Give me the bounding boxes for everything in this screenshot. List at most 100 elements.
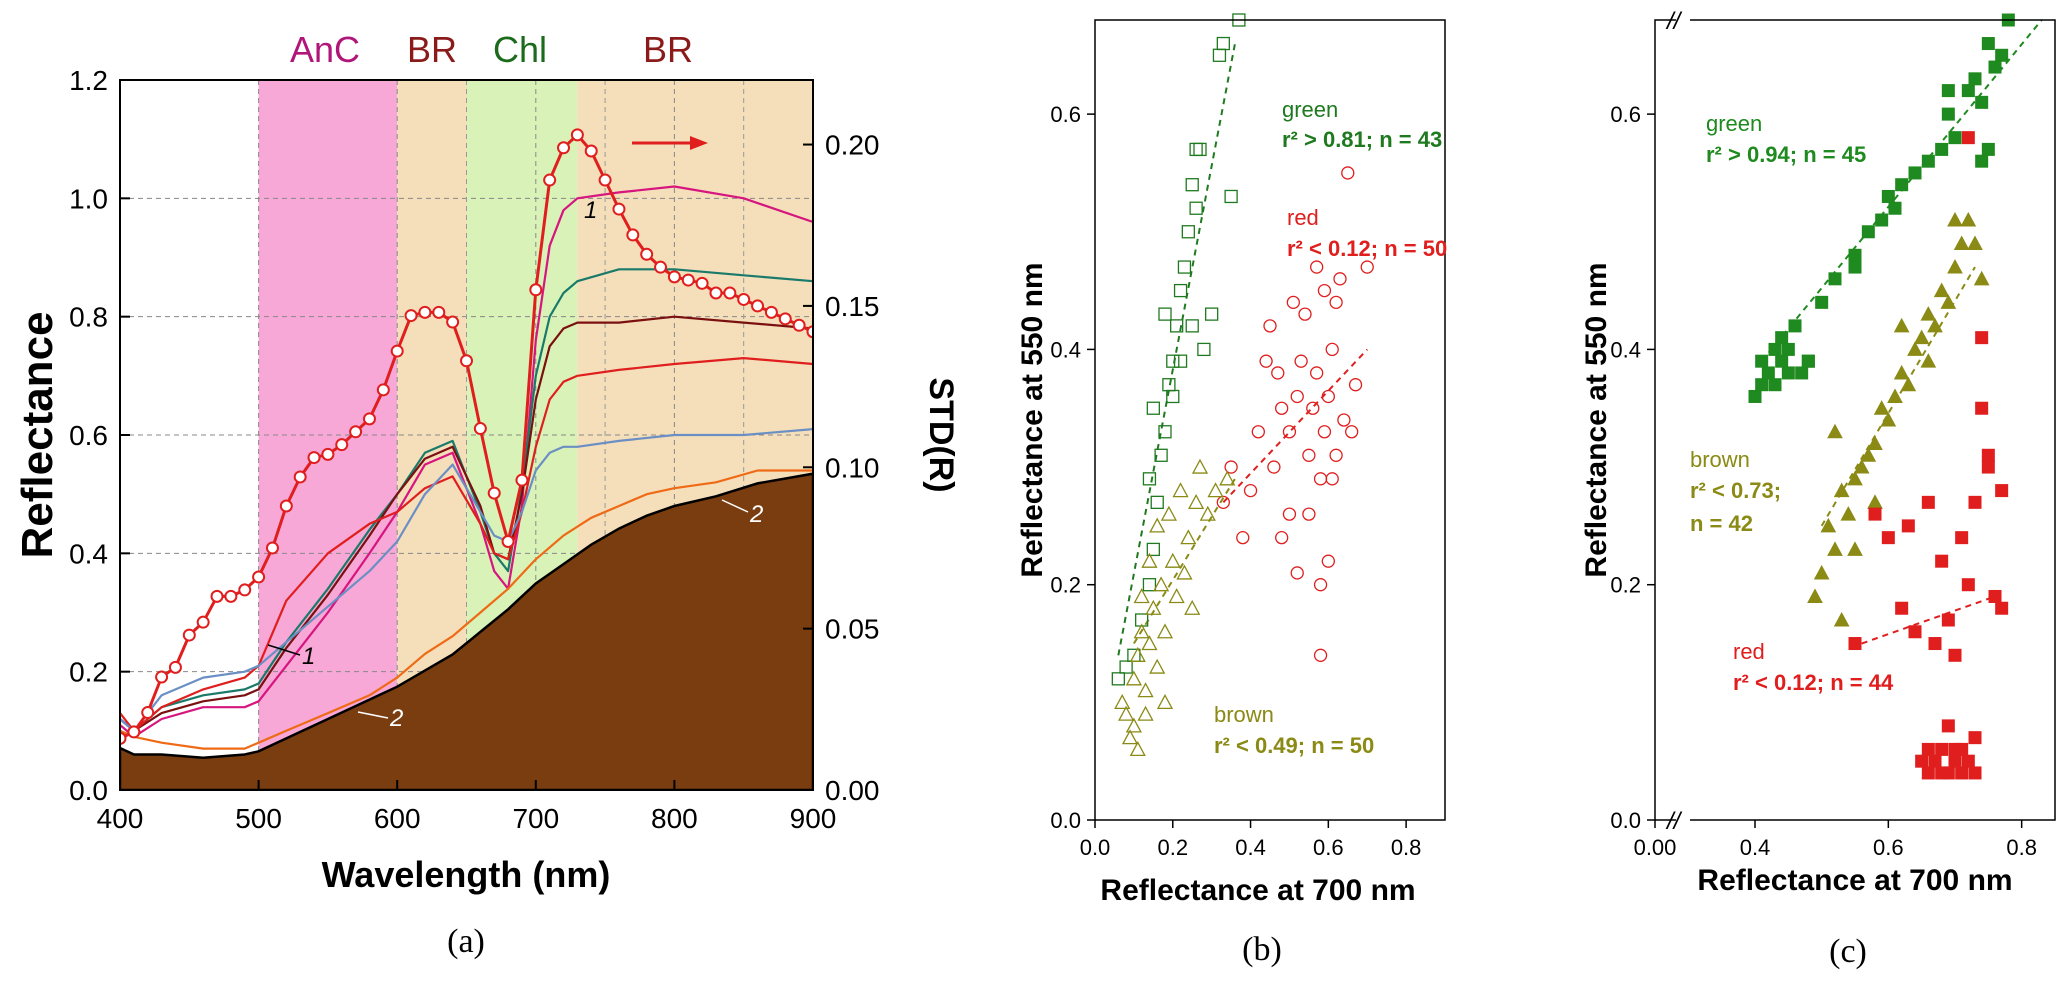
series-marker	[626, 228, 640, 242]
scatter-point	[1310, 260, 1324, 274]
scatter-point	[1967, 235, 1983, 251]
scatter-point	[1941, 107, 1955, 121]
scatter-point	[1348, 378, 1363, 392]
scatter-point	[1154, 448, 1168, 462]
scatter-point	[1781, 342, 1795, 356]
scatter-point	[1867, 435, 1883, 451]
axis-break-top: //	[1665, 8, 1683, 35]
scatter-point	[1212, 48, 1227, 62]
scatter-point	[1282, 507, 1297, 521]
scatter-point	[1935, 742, 1949, 756]
scatter-point	[1981, 142, 1995, 156]
panel-b: 0.0 0.2 0.4 0.6 0.8 0.0 0.2 0.4 0.6 green r² > 0…	[1016, 13, 1447, 968]
scatter-point	[1158, 307, 1172, 321]
scatter-point	[1145, 599, 1162, 615]
caption-a: (a)	[447, 923, 485, 960]
scatter-point	[1975, 331, 1989, 345]
group-name-green-c: green	[1706, 111, 1762, 136]
band-label-br-1: BR	[407, 29, 457, 70]
scatter-point	[1197, 342, 1211, 357]
scatter-point	[1121, 729, 1139, 745]
scatter-point	[1156, 623, 1174, 639]
series-marker	[681, 273, 695, 287]
y-tick-label: 0.0	[1610, 808, 1641, 833]
series-marker	[695, 276, 709, 290]
scatter-point	[1768, 342, 1782, 356]
scatter-point	[1947, 211, 1963, 227]
scatter-point	[1928, 754, 1942, 768]
scatter-point	[1775, 354, 1789, 368]
x-axis-title-c: Reflectance at 700 nm	[1697, 864, 2012, 897]
y-tick-label: 0.6	[1610, 102, 1641, 127]
scatter-point	[1947, 259, 1963, 274]
scatter-point	[1888, 201, 1902, 215]
series-marker	[127, 725, 141, 739]
scatter-point	[1149, 517, 1166, 533]
group-name-red-b: red	[1287, 205, 1319, 230]
scatter-point	[1933, 282, 1950, 298]
band-label-chl: Chl	[493, 29, 547, 70]
scatter-point	[1176, 564, 1193, 580]
caption-c: (c)	[1829, 933, 1867, 970]
y2-axis-title-a: STD(R)	[922, 377, 960, 492]
scatter-point	[1158, 425, 1172, 439]
scatter-point	[1981, 448, 1995, 462]
scatter-point	[1189, 201, 1203, 215]
series-blue	[120, 428, 813, 732]
scatter-point	[1118, 705, 1135, 721]
curve-label-1-lower-leader	[267, 644, 301, 656]
series-marker	[196, 615, 210, 629]
scatter-point	[1321, 554, 1335, 568]
trend-line-red	[1861, 595, 1996, 645]
x-tick-label: 600	[374, 803, 421, 834]
scatter-point	[1935, 142, 1949, 156]
scatter-point	[1205, 307, 1219, 321]
scatter-point	[1895, 601, 1909, 615]
scatter-point	[1325, 342, 1339, 357]
scatter-point	[1156, 693, 1174, 710]
scatter-point	[1893, 364, 1910, 380]
scatter-point	[1873, 400, 1890, 415]
x-tick-label: 700	[512, 803, 559, 834]
scatter-point	[1166, 354, 1180, 368]
series-marker	[778, 312, 792, 326]
scatter-point	[1961, 131, 1975, 145]
scatter-point	[1290, 389, 1304, 404]
scatter-point	[1833, 611, 1850, 627]
series-marker	[376, 383, 390, 397]
series-marker	[515, 473, 529, 487]
scatter-point	[1142, 472, 1157, 486]
y-axis-title-c: Reflectance at 550 nm	[1580, 262, 1613, 577]
scatter-point	[1162, 378, 1176, 392]
y-tick-label: 0.4	[1610, 337, 1641, 362]
scatter-point	[1321, 389, 1335, 404]
scatter-point	[1935, 766, 1949, 780]
series-marker	[654, 260, 668, 274]
band-label-br-2: BR	[643, 29, 693, 70]
x-tick-label: 0.2	[1157, 835, 1188, 860]
panel-c-frame	[1654, 19, 2056, 821]
curve-label-1-lower: 1	[302, 643, 315, 670]
y-axis-title-b: Reflectance at 550 nm	[1016, 262, 1049, 577]
scatter-point	[1137, 682, 1154, 698]
group-name-brown-c: brown	[1690, 447, 1750, 472]
curve-label-1-upper: 1	[584, 197, 597, 224]
series-marker	[570, 128, 584, 142]
scatter-point	[1948, 648, 1962, 662]
scatter-point	[1317, 283, 1332, 298]
series-marker	[432, 305, 446, 319]
series-marker	[764, 305, 778, 319]
scatter-point	[1895, 178, 1909, 192]
series-marker	[265, 541, 279, 555]
series-marker	[584, 144, 598, 158]
scatter-point	[1150, 495, 1164, 510]
y-tick-label: 0.2	[69, 657, 108, 688]
scatter-point	[1948, 754, 1962, 768]
series-marker	[404, 309, 418, 323]
scatter-point	[1313, 578, 1328, 592]
group-stat-green-b: r² > 0.81; n = 43	[1282, 127, 1442, 152]
scatter-point	[1908, 625, 1922, 639]
scatter-point	[1317, 425, 1332, 439]
scatter-point	[1294, 354, 1308, 368]
scatter-point	[1915, 754, 1929, 768]
